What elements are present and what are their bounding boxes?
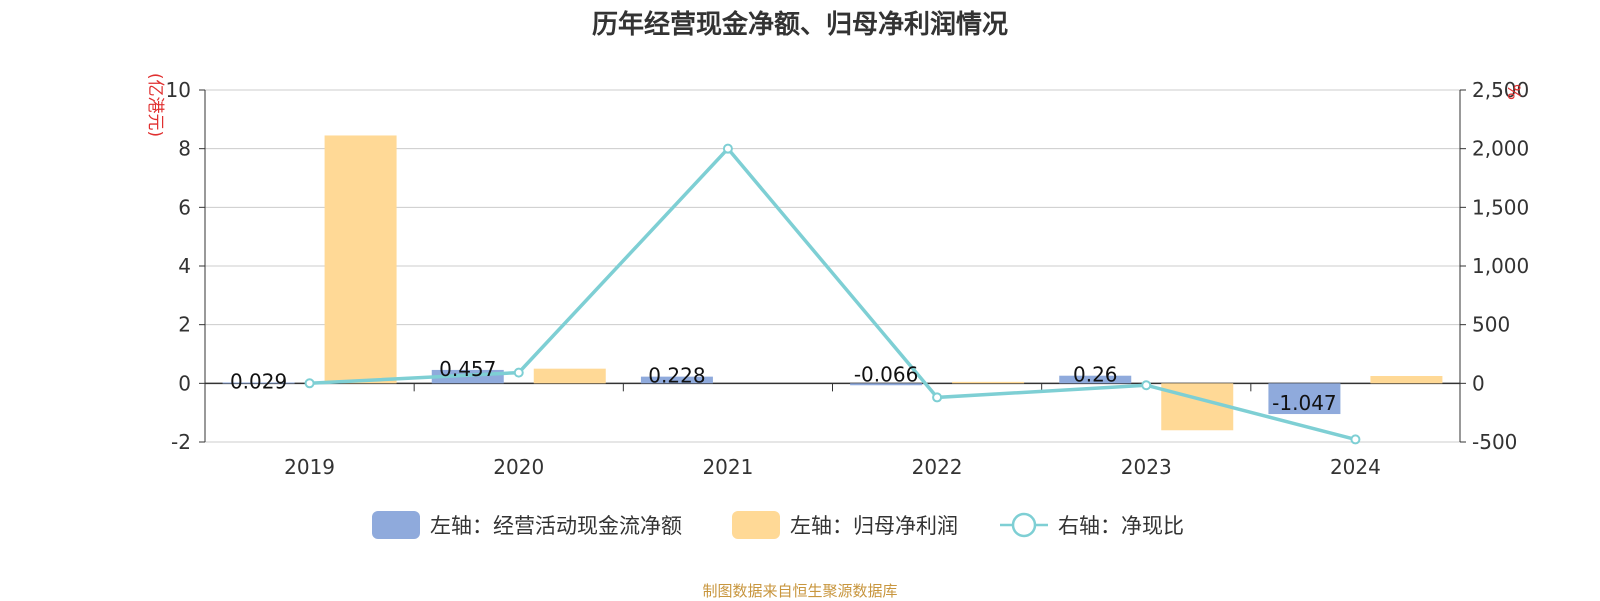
bar-operating-cash-flow [222,382,295,384]
line-point-cash-ratio [1141,380,1152,391]
right-axis-tick-label: 1,000 [1472,254,1529,278]
legend-marker-swatch [1011,512,1037,538]
left-axis-unit: (亿港元) [145,73,165,137]
right-axis-tick-label: 1,500 [1472,195,1529,219]
x-axis-category-label: 2021 [702,455,753,479]
left-axis-tick-label: 0 [178,371,191,395]
bar-operating-cash-flow [640,376,713,384]
source-note: 制图数据来自恒生聚源数据库 [702,582,898,600]
line-cash-ratio [309,146,1356,442]
data-label-operating-cash-flow: 0.26 [1073,363,1118,387]
bar-net-profit [1370,376,1443,384]
data-label-operating-cash-flow: 0.228 [648,364,705,388]
chart-title: 历年经营现金净额、归母净利润情况 [591,10,1008,40]
right-axis-tick-label: 2,000 [1472,137,1529,161]
right-axis-tick-label: -500 [1472,430,1517,454]
right-axis-tick-label: 0 [1472,371,1485,395]
x-axis-category-label: 2022 [912,455,963,479]
data-label-operating-cash-flow: -1.047 [1272,391,1336,415]
bar-operating-cash-flow [1268,383,1341,415]
line-point-cash-ratio [1350,434,1361,445]
line-point-cash-ratio [722,143,733,154]
legend-label: 左轴：经营活动现金流净额 [430,514,682,538]
left-axis-tick-label: 10 [166,78,191,102]
data-label-operating-cash-flow: 0.457 [439,357,496,381]
bar-net-profit [324,135,397,384]
left-axis-tick-label: 6 [178,195,191,219]
left-axis-tick-label: 4 [178,254,191,278]
right-axis-unit: % [1503,84,1523,100]
data-label-operating-cash-flow: -0.066 [854,362,918,386]
legend-label: 左轴：归母净利润 [790,514,958,538]
x-axis-category-label: 2024 [1330,455,1381,479]
line-point-cash-ratio [513,367,524,378]
right-axis-tick-label: 2,500 [1472,78,1529,102]
data-label-operating-cash-flow: 0.029 [230,369,287,393]
bar-net-profit [533,368,606,384]
x-axis-category-label: 2023 [1121,455,1172,479]
left-axis-tick-label: -2 [171,430,191,454]
x-axis-category-label: 2020 [493,455,544,479]
bar-operating-cash-flow [850,383,923,386]
bar-net-profit [952,381,1025,384]
line-point-cash-ratio [304,378,315,389]
left-axis-tick-label: 2 [178,313,191,337]
x-axis-category-label: 2019 [284,455,335,479]
legend-swatch [372,511,420,539]
legend-label: 右轴：净现比 [1058,514,1184,538]
bar-operating-cash-flow [1059,375,1132,384]
right-axis-tick-label: 500 [1472,313,1510,337]
legend-swatch [732,511,780,539]
left-axis-tick-label: 8 [178,137,191,161]
line-point-cash-ratio [932,392,943,403]
